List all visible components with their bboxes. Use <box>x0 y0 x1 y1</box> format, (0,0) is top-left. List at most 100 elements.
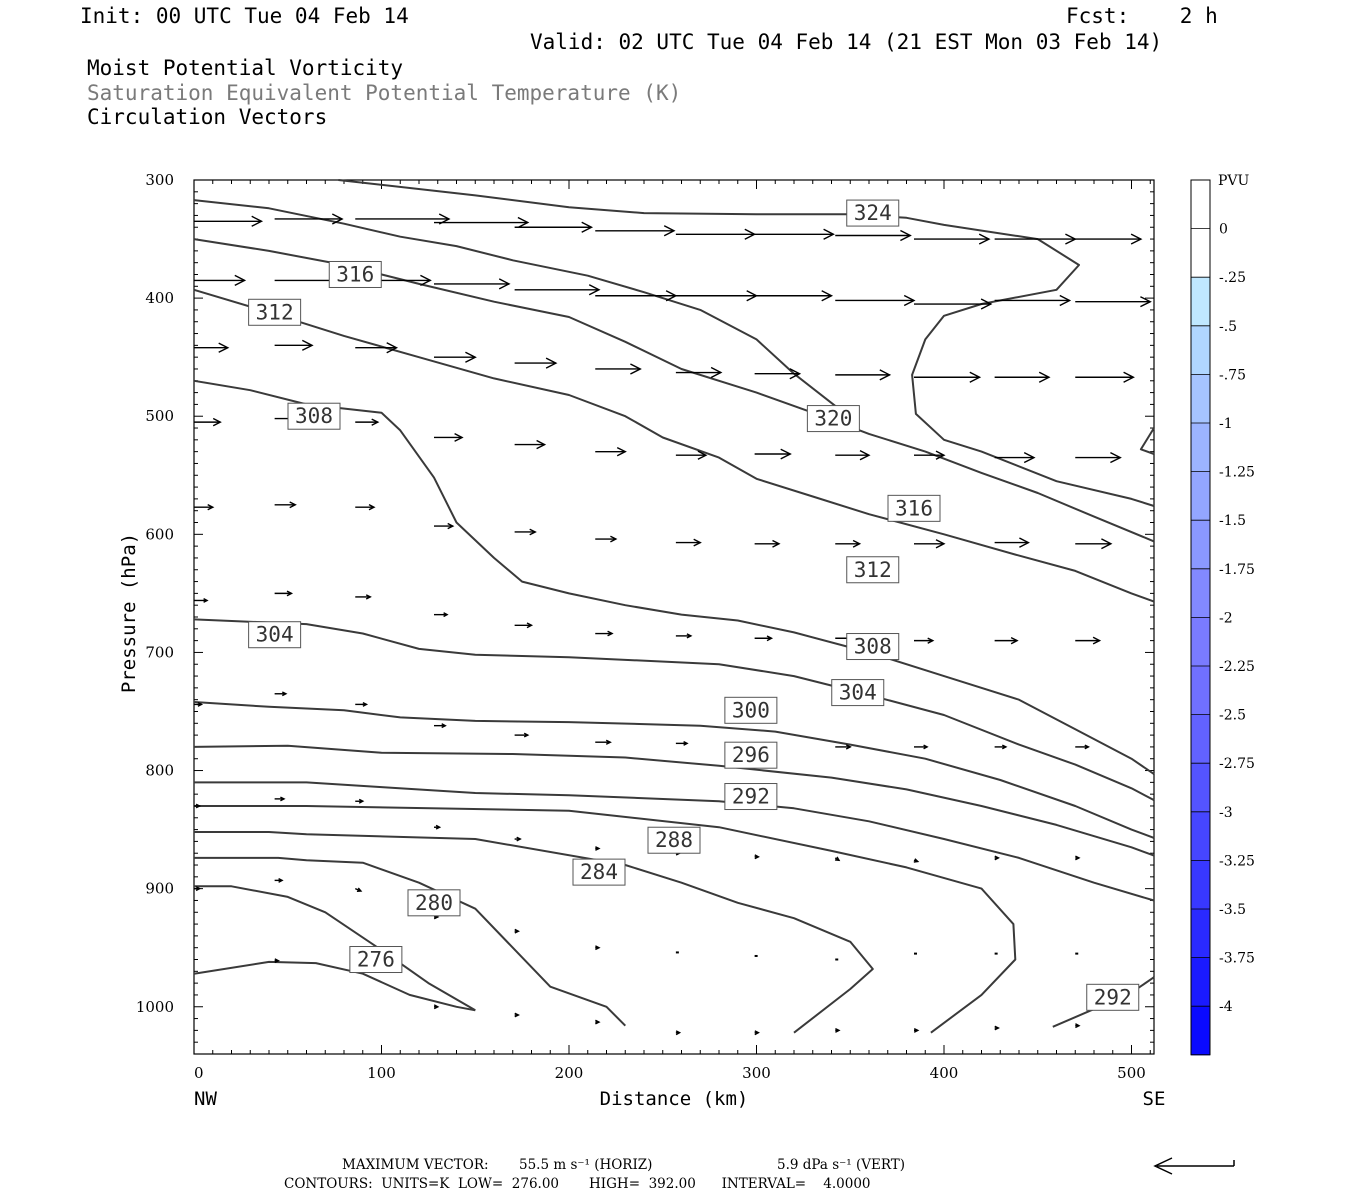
circulation-vector <box>355 342 399 354</box>
colorbar-label: -4 <box>1219 999 1233 1015</box>
colorbar-label: -1.75 <box>1219 562 1255 578</box>
contour-label-304: 304 <box>839 681 877 705</box>
max-vector-vert: 5.9 dPa s⁻¹ (VERT) <box>777 1157 906 1173</box>
circulation-vector <box>514 284 601 296</box>
contour-line-276 <box>193 960 476 1012</box>
circulation-vector <box>994 451 1036 464</box>
x-tick-label: 300 <box>742 1064 771 1082</box>
contour-label-316: 316 <box>336 262 374 286</box>
contour-line-316 <box>193 288 1155 603</box>
contour-label-box <box>1086 983 1140 1011</box>
circulation-vector <box>754 854 760 860</box>
circulation-vector <box>754 368 802 380</box>
circulation-vector <box>1075 296 1152 308</box>
colorbar-swatch <box>1191 811 1210 861</box>
circulation-vector <box>434 723 447 729</box>
contour-line-292 <box>194 805 1017 1034</box>
contour-label-box <box>846 199 900 227</box>
circulation-vector <box>274 691 288 697</box>
circulation-vector <box>675 228 757 240</box>
circulation-vector <box>835 294 916 307</box>
circulation-vector <box>194 803 202 809</box>
colorbar-swatch <box>1191 860 1210 910</box>
circulation-vector <box>994 294 1072 307</box>
contour-label-300: 300 <box>732 698 770 722</box>
circulation-vector <box>913 858 920 863</box>
circulation-vector <box>194 503 215 511</box>
circulation-vector <box>434 432 464 442</box>
contour-label-292: 292 <box>732 785 770 809</box>
contour-line-312 <box>193 379 1155 775</box>
contour-label-box <box>806 405 860 433</box>
colorbar-title: PVU <box>1218 173 1250 189</box>
x-tick-label: 500 <box>1117 1064 1146 1082</box>
contour-label-box <box>647 826 701 854</box>
circulation-vector <box>994 233 1077 245</box>
forecast-hour: Fcst: 2 h <box>1066 4 1218 28</box>
max-vector-label: MAXIMUM VECTOR: <box>342 1157 489 1173</box>
circulation-vector <box>595 945 601 951</box>
circulation-vector <box>194 342 230 353</box>
circulation-vector <box>675 450 708 460</box>
contour-label-box <box>887 494 941 522</box>
y-tick-label: 1000 <box>136 998 174 1016</box>
circulation-vector <box>355 701 369 707</box>
circulation-vector <box>835 229 912 242</box>
circulation-vector <box>675 1030 682 1036</box>
circulation-vector <box>595 446 627 457</box>
circulation-vector <box>835 744 852 750</box>
circulation-vector <box>1075 744 1090 750</box>
circulation-vector <box>675 366 723 379</box>
circulation-vector <box>1075 371 1135 383</box>
colorbar-swatch <box>1191 714 1210 764</box>
circulation-vector <box>194 417 222 427</box>
circulation-vector <box>835 369 892 381</box>
circulation-vector <box>754 539 781 548</box>
circulation-vector <box>835 1027 841 1033</box>
contour-line-284 <box>194 856 627 1027</box>
contour-line-300 <box>193 744 1155 857</box>
circulation-vector <box>514 1012 520 1018</box>
contour-label-box <box>248 621 302 649</box>
plot-frame <box>193 179 1155 1055</box>
contour-label-box <box>724 783 778 811</box>
contour-label-box <box>572 858 626 886</box>
contour-line-288 <box>194 831 874 1034</box>
circulation-vector <box>355 594 372 600</box>
circulation-vector <box>434 351 477 363</box>
contour-label-box <box>349 946 403 974</box>
contour-label-box <box>248 298 302 326</box>
circulation-vector <box>914 233 991 245</box>
circulation-vector <box>1075 855 1081 861</box>
colorbar-swatch <box>1191 957 1210 1007</box>
circulation-vector <box>675 633 693 639</box>
contour-label-box <box>328 260 382 288</box>
circulation-vector <box>274 796 286 802</box>
colorbar-label: -2.25 <box>1219 659 1255 675</box>
circulation-vector <box>914 450 946 460</box>
contour-line-320 <box>1139 427 1155 455</box>
contour-line-280 <box>194 885 476 1012</box>
colorbar-label: 0 <box>1219 222 1228 238</box>
colorbar-swatch <box>1191 277 1210 327</box>
colorbar-label: -3 <box>1219 805 1233 821</box>
colorbar-swatch <box>1191 763 1210 813</box>
colorbar-label: -3.5 <box>1219 902 1246 918</box>
contour-label-312: 312 <box>854 558 892 582</box>
x-tick-label: 200 <box>555 1064 584 1082</box>
circulation-vector <box>514 439 547 450</box>
init-time: Init: 00 UTC Tue 04 Feb 14 <box>80 4 409 28</box>
contour-label-box <box>724 741 778 769</box>
x-tick-label: 100 <box>367 1064 396 1082</box>
colorbar-label: -1.25 <box>1219 465 1255 481</box>
circulation-vector <box>433 1004 440 1010</box>
colorbar-label: -.75 <box>1219 367 1246 383</box>
circulation-vector <box>194 701 204 707</box>
circulation-vector <box>994 855 1000 861</box>
x-tick-label: 400 <box>930 1064 959 1082</box>
circulation-vector <box>434 612 449 618</box>
colorbar-label: -1.5 <box>1219 513 1246 529</box>
contour-line-308 <box>193 618 1155 801</box>
colorbar-swatch <box>1191 325 1210 375</box>
plot-border <box>193 179 1155 1055</box>
